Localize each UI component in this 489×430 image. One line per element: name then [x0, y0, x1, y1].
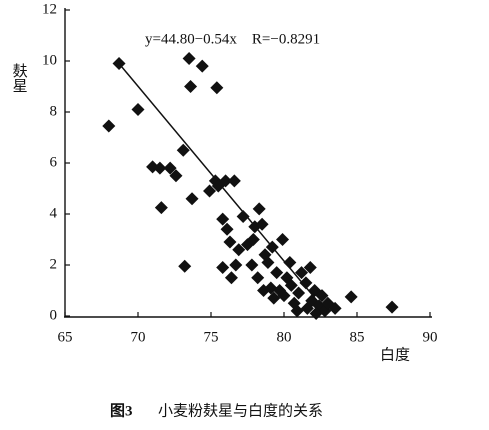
- point: [236, 210, 250, 224]
- point: [184, 80, 198, 93]
- point: [182, 51, 196, 65]
- point: [229, 258, 243, 272]
- point: [255, 217, 269, 231]
- point: [277, 289, 291, 303]
- y-axis-label: 麸星: [11, 63, 28, 93]
- point: [385, 300, 399, 314]
- x-tick-label: 75: [204, 329, 219, 345]
- point: [246, 233, 260, 246]
- point: [257, 284, 271, 297]
- x-tick-label: 80: [277, 329, 292, 345]
- point: [232, 243, 246, 257]
- point: [261, 255, 275, 269]
- point: [185, 192, 199, 206]
- point: [295, 266, 309, 280]
- point: [219, 174, 233, 188]
- trend-line: [118, 63, 329, 314]
- point: [303, 261, 317, 275]
- point: [299, 276, 313, 290]
- point: [344, 290, 358, 304]
- point: [227, 174, 241, 188]
- point: [245, 258, 259, 272]
- point: [251, 271, 265, 285]
- x-tick-label: 65: [58, 329, 73, 345]
- point: [309, 306, 323, 320]
- annotation: y=44.80−0.54x R=−0.8291: [145, 31, 320, 47]
- point: [270, 266, 284, 280]
- point: [112, 57, 126, 71]
- point: [315, 289, 329, 303]
- x-tick-label: 70: [131, 329, 146, 345]
- point: [131, 102, 145, 116]
- point: [223, 235, 237, 249]
- y-tick-label: 4: [50, 205, 58, 221]
- point: [267, 291, 281, 305]
- point: [178, 259, 192, 273]
- point: [252, 202, 266, 216]
- point: [216, 261, 230, 275]
- point: [328, 301, 342, 315]
- point: [284, 278, 298, 292]
- point: [292, 286, 306, 300]
- point: [169, 169, 183, 183]
- y-tick-label: 2: [50, 256, 58, 272]
- point: [102, 119, 116, 133]
- x-axis-label: 白度: [380, 346, 410, 363]
- point: [176, 143, 190, 157]
- point: [220, 222, 234, 236]
- x-tick-label: 85: [350, 329, 365, 345]
- caption: 小麦粉麸星与白度的关系: [158, 402, 323, 419]
- point: [290, 304, 304, 318]
- y-tick-label: 8: [50, 103, 58, 119]
- point: [154, 201, 168, 215]
- figure-label: 图3: [110, 402, 133, 419]
- point: [210, 81, 224, 95]
- point: [163, 161, 177, 175]
- point: [195, 59, 209, 73]
- y-tick-label: 12: [42, 1, 57, 17]
- point: [216, 212, 230, 226]
- y-tick-label: 10: [42, 52, 57, 68]
- y-tick-label: 0: [50, 307, 58, 323]
- point: [224, 271, 238, 285]
- point: [203, 184, 217, 198]
- point: [283, 255, 297, 269]
- x-tick-label: 90: [423, 329, 438, 345]
- point: [276, 233, 290, 246]
- y-tick-label: 6: [50, 154, 58, 170]
- point: [153, 161, 167, 175]
- point: [265, 240, 279, 254]
